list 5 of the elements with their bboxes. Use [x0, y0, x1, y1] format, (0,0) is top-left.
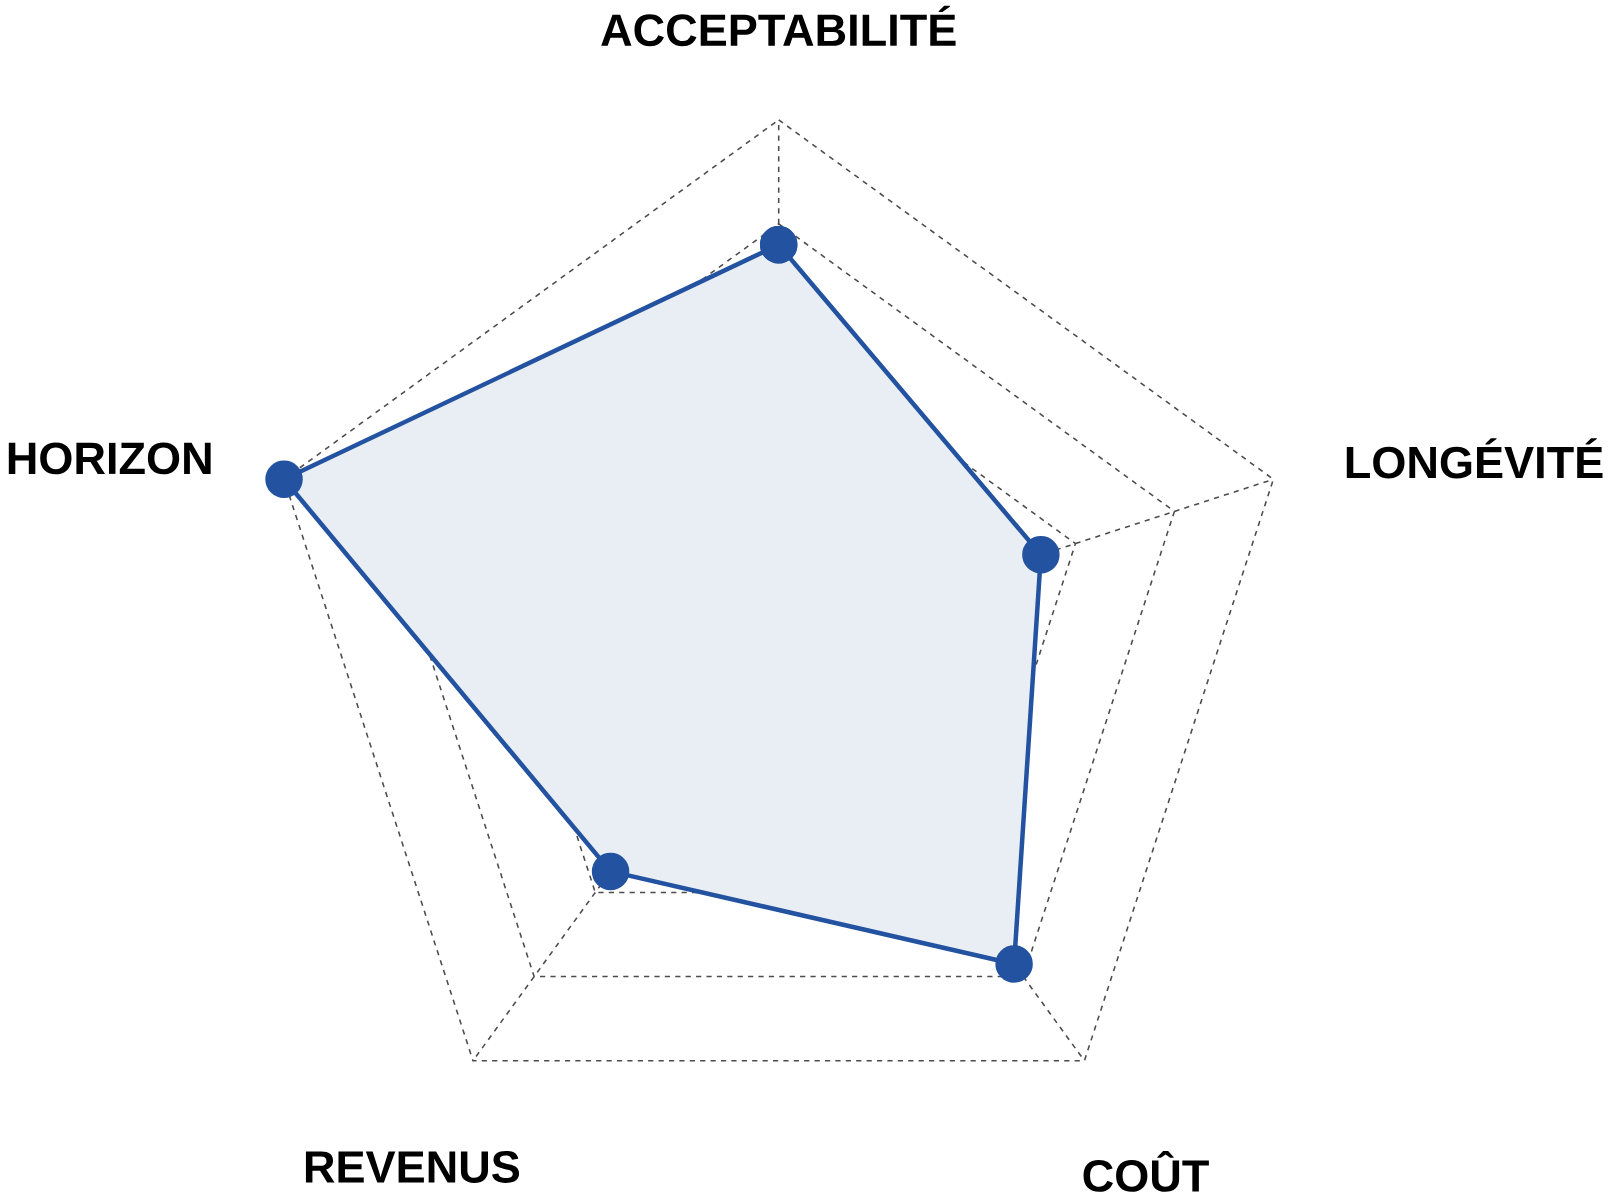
spoke-label: LONGÉVITÉ: [1346, 438, 1603, 479]
spoke-label: REVENUS: [305, 1151, 520, 1184]
spoke-label: ACCEPTABILITÉ: [601, 5, 956, 47]
spoke-label: COÛT: [1083, 1151, 1209, 1193]
spoke-label: HORIZON: [8, 442, 211, 475]
